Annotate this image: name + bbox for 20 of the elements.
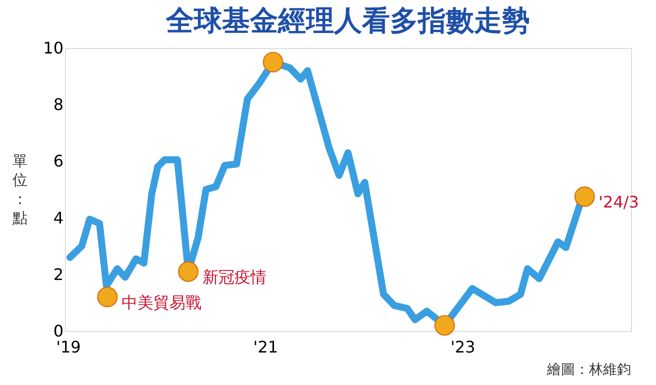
y-tick-label: 4 <box>53 208 64 228</box>
point <box>97 286 118 308</box>
y-tick-label: 8 <box>53 95 64 114</box>
x-tick-label: '21 <box>253 338 278 356</box>
text: 繪圖：林維鈞 <box>546 362 631 378</box>
annotation: '24/3 <box>598 192 639 212</box>
x-tick-label: '19 <box>56 338 81 356</box>
y-tick-label: 0 <box>53 322 64 340</box>
chart-title: 全球基金經理人看多指數走勢 <box>165 4 530 37</box>
annotation: 中美貿易戰 <box>121 293 202 312</box>
point <box>178 261 199 282</box>
y-axis-title: 單位：點 <box>12 152 28 228</box>
y-tick-label: 2 <box>53 264 64 284</box>
y-tick-label: 6 <box>53 152 64 171</box>
point <box>434 315 455 336</box>
point <box>262 52 284 72</box>
y-tick-label: 10 <box>43 38 64 58</box>
annotation: 新冠疫情 <box>202 268 266 287</box>
x-tick-label: '23 <box>450 338 476 356</box>
point <box>574 186 595 207</box>
